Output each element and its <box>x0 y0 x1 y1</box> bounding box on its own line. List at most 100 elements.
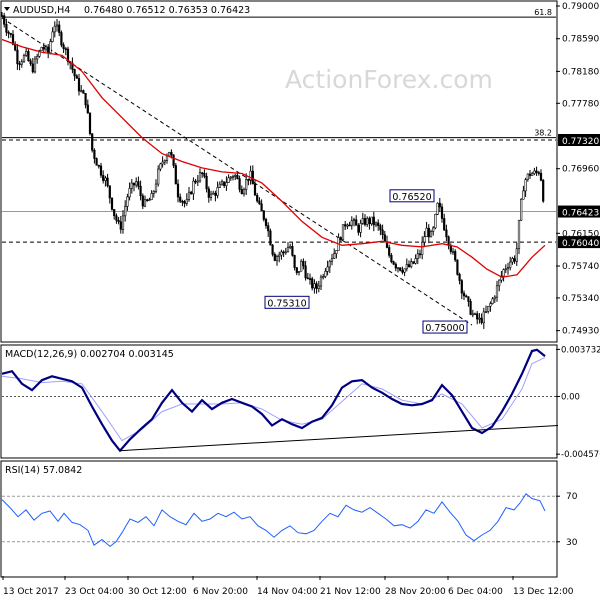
candle-body <box>322 276 325 278</box>
candle-body <box>47 46 50 54</box>
candle-body <box>179 196 182 202</box>
candle-body <box>445 229 448 238</box>
candle-body <box>528 173 532 176</box>
macd-title: MACD(12,26,9) 0.002704 0.003145 <box>5 349 174 360</box>
price-label-box <box>389 189 435 203</box>
candle-body <box>234 174 237 177</box>
candle-body <box>502 269 505 277</box>
candle-body <box>533 170 536 174</box>
candle-body <box>163 160 166 163</box>
candle-body <box>102 174 105 181</box>
candle-body <box>484 311 488 313</box>
candle-body <box>33 58 37 73</box>
candle-body <box>106 177 109 187</box>
candle-body <box>172 154 175 166</box>
candle-body <box>212 192 215 195</box>
price-label-box <box>422 320 468 334</box>
candle-body <box>93 149 96 159</box>
candle-body <box>247 179 250 181</box>
candle-body <box>225 182 228 187</box>
candle-body <box>231 176 235 178</box>
candle-body <box>176 183 180 198</box>
dropdown-triangle-icon[interactable] <box>4 7 10 11</box>
price-axis-label: 0.76960 <box>562 165 599 175</box>
candle-body <box>130 182 133 189</box>
candle-body <box>88 112 92 134</box>
candle-body <box>500 275 503 281</box>
candle-body <box>396 267 400 270</box>
candle-body <box>229 176 232 179</box>
candle-body <box>110 197 114 210</box>
candle-body <box>346 224 349 227</box>
candle-body <box>436 202 439 215</box>
candle-body <box>192 180 195 195</box>
candle-body <box>80 90 83 92</box>
candle-body <box>418 253 422 256</box>
candle-body <box>29 60 32 65</box>
candle-body <box>542 179 545 202</box>
time-axis-label: 6 Dec 04:00 <box>448 587 503 597</box>
candle-body <box>113 209 116 217</box>
candle-body <box>40 47 43 51</box>
candle-body <box>374 222 378 226</box>
candle-body <box>258 200 261 205</box>
candle-body <box>423 236 426 243</box>
candle-body <box>313 283 316 289</box>
candle-body <box>383 234 386 243</box>
symbol-label: AUDUSD,H4 <box>13 5 70 16</box>
candle-body <box>509 261 512 269</box>
candle-body <box>366 218 369 225</box>
candle-body <box>174 165 177 185</box>
candle-body <box>333 253 336 259</box>
price-label-text: 0.75310 <box>267 298 306 309</box>
candle-body <box>471 313 474 316</box>
candle-body <box>511 258 514 263</box>
candle-body <box>220 181 224 185</box>
candle-body <box>476 313 479 320</box>
candle-body <box>271 244 274 255</box>
candle-body <box>20 61 23 65</box>
price-axis-label: 0.75740 <box>562 262 599 272</box>
trendline-main <box>1 17 473 326</box>
candle-body <box>280 251 283 256</box>
candle-body <box>124 206 127 217</box>
candle-body <box>286 247 290 253</box>
candle-body <box>194 180 197 183</box>
time-axis-label: 21 Nov 12:00 <box>320 587 381 597</box>
candle-body <box>456 259 459 275</box>
price-label-box <box>264 295 310 309</box>
candle-body <box>132 182 136 186</box>
candle-body <box>293 255 296 268</box>
candle-body <box>121 215 125 230</box>
candle-body <box>137 181 140 187</box>
candle-body <box>429 231 433 238</box>
candle-body <box>218 183 221 188</box>
candle-body <box>284 251 287 254</box>
candle-body <box>275 256 279 261</box>
current-price-marker <box>558 205 600 218</box>
macd-axis-label: -0.004576 <box>561 450 600 460</box>
main-header: AUDUSD,H4 0.76480 0.76512 0.76353 0.7642… <box>4 5 250 16</box>
candle-body <box>306 277 309 280</box>
rsi-axis-label: 70 <box>566 492 578 502</box>
candle-body <box>434 214 437 229</box>
candle-body <box>209 193 213 198</box>
candle-body <box>372 216 375 226</box>
time-axis-label: 14 Nov 04:00 <box>257 587 318 597</box>
candle-body <box>84 93 87 106</box>
candle-body <box>207 188 210 198</box>
candle-body <box>196 180 199 183</box>
candle-body <box>170 151 173 156</box>
candle-body <box>273 254 276 261</box>
candle-body <box>517 219 521 250</box>
candle-body <box>352 219 356 222</box>
candle-body <box>5 24 8 33</box>
price-axis-label: 0.75340 <box>562 294 599 304</box>
candle-body <box>535 170 538 173</box>
candle-body <box>135 181 138 186</box>
candle-body <box>498 279 501 287</box>
candle-body <box>339 237 342 241</box>
candle-body <box>326 266 329 272</box>
candle-body <box>159 163 162 170</box>
